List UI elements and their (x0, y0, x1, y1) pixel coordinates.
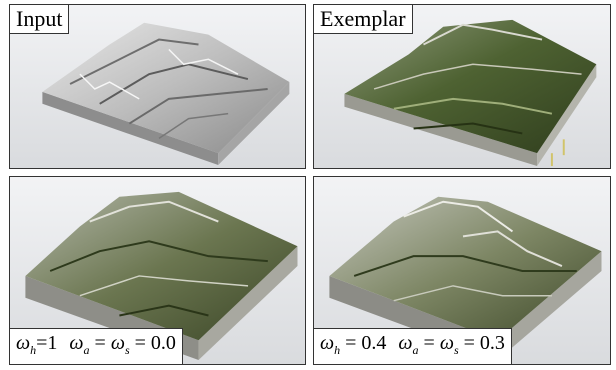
result-terrain-render-1 (25, 191, 298, 361)
omega-s-symbol: ω (110, 332, 125, 354)
omega-s-subscript: s (453, 343, 459, 357)
omega-s-subscript: s (124, 343, 130, 357)
input-label: Input (10, 5, 70, 34)
omega-as-value: 0.0 (150, 332, 176, 354)
exemplar-terrain-panel: Exemplar (313, 4, 611, 169)
result-terrain-panel-2: ωh = 0.4 ωa = ωs = 0.3 (313, 176, 611, 365)
omega-a-symbol: ω (398, 332, 413, 354)
equals-sign: = (129, 332, 151, 354)
omega-h-symbol: ω (16, 332, 31, 354)
omega-a-subscript: a (412, 343, 419, 357)
omega-h-subscript: h (334, 343, 341, 357)
omega-h-symbol: ω (320, 332, 335, 354)
omega-s-symbol: ω (439, 332, 454, 354)
omega-h-subscript: h (30, 343, 37, 357)
omega-a-symbol: ω (69, 332, 84, 354)
equals-sign: = (418, 332, 440, 354)
omega-h-value: =1 (36, 332, 58, 354)
omega-a-subscript: a (83, 343, 90, 357)
input-terrain-panel: Input (9, 4, 306, 169)
exemplar-terrain-render (344, 19, 597, 167)
equals-sign: = (458, 332, 480, 354)
omega-h-value: = 0.4 (340, 332, 387, 354)
exemplar-label: Exemplar (314, 5, 413, 34)
result-terrain-panel-1: ωh=1 ωa = ωs = 0.0 (9, 176, 306, 365)
input-terrain-render (42, 22, 290, 166)
equals-sign: = (89, 332, 111, 354)
omega-as-value: 0.3 (479, 332, 505, 354)
weights-formula-1: ωh=1 ωa = ωs = 0.0 (10, 328, 183, 364)
weights-formula-2: ωh = 0.4 ωa = ωs = 0.3 (314, 328, 512, 364)
